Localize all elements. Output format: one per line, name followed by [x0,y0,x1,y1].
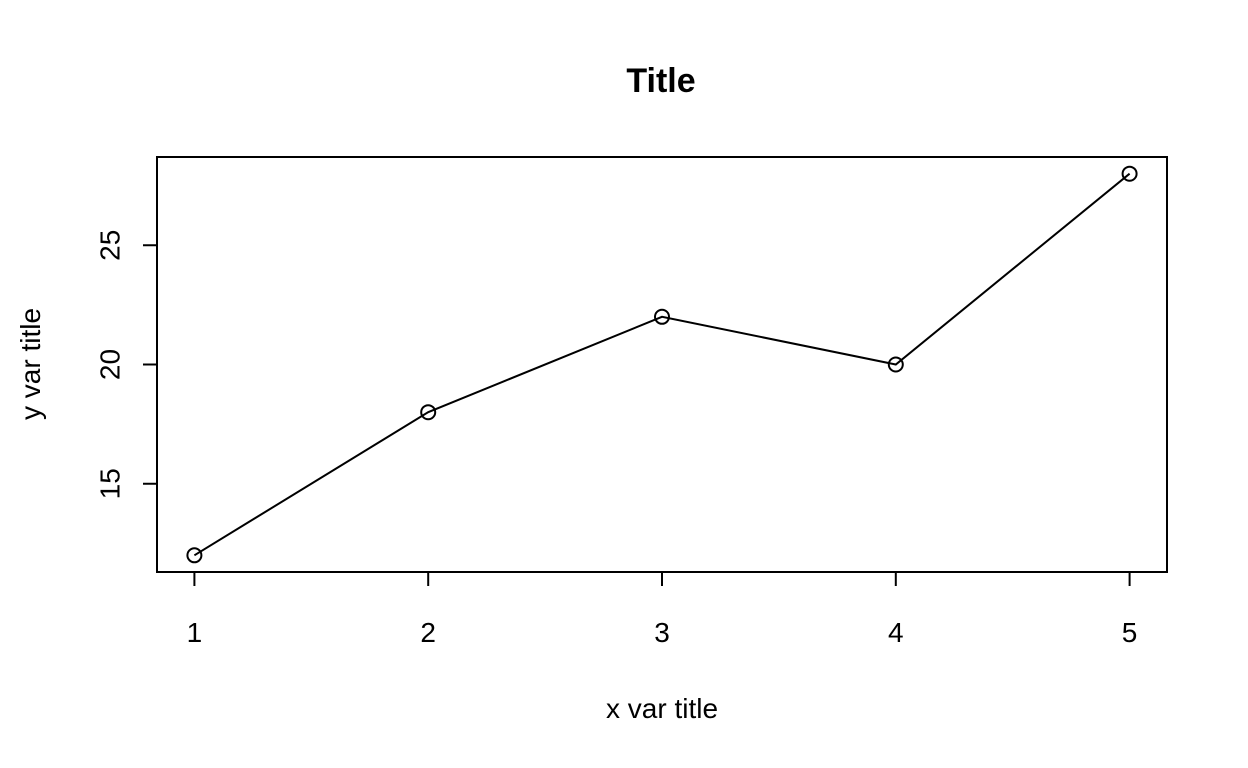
x-tick-label: 1 [187,617,203,648]
y-tick-label: 25 [95,230,126,261]
x-tick-label: 2 [420,617,436,648]
data-point [186,547,203,564]
y-axis-ticks: 15 20 25 [95,230,157,499]
x-axis-ticks: 1 2 3 4 5 [187,572,1138,648]
data-points [186,165,1138,564]
data-point [654,308,670,325]
y-axis-label: y var title [15,308,46,420]
x-tick-label: 3 [654,617,670,648]
series-line [193,172,1131,557]
data-point [1121,165,1138,182]
x-tick-label: 5 [1122,617,1138,648]
x-axis-label: x var title [606,693,718,724]
data-point [420,404,437,421]
chart-title: Title [626,62,695,100]
x-tick-label: 4 [888,617,904,648]
y-tick-label: 20 [95,349,126,380]
y-tick-label: 15 [95,468,126,499]
plot-area-frame [156,156,1168,573]
data-point [887,356,904,373]
